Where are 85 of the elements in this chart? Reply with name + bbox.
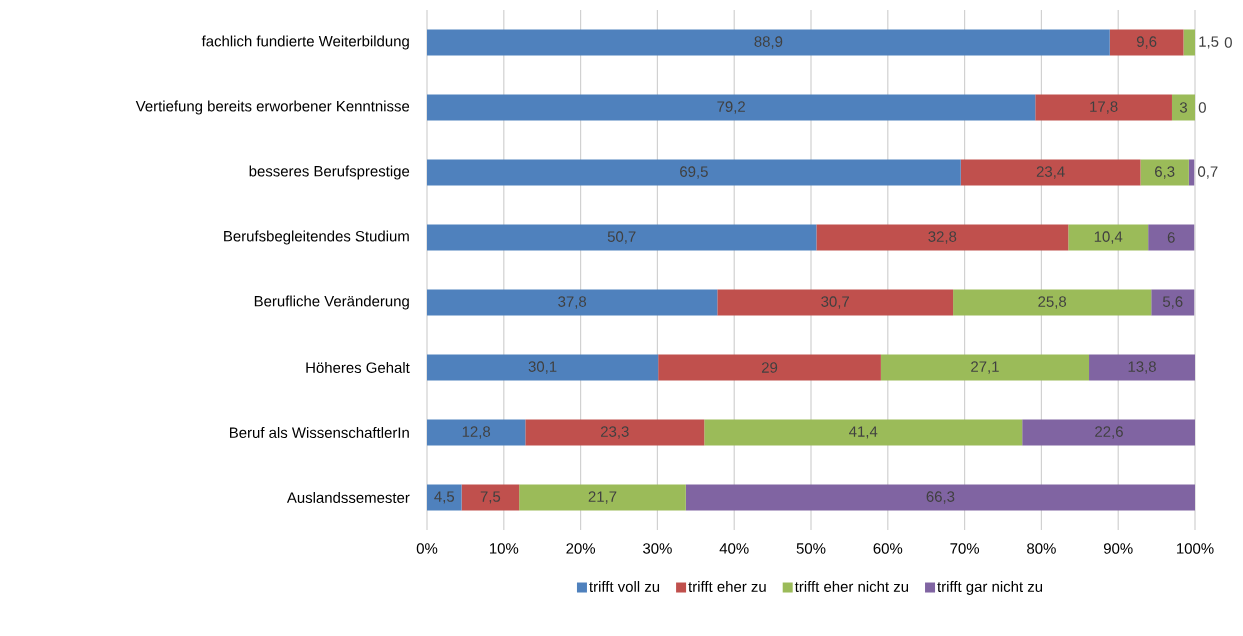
x-tick-label: 10% (489, 543, 519, 554)
bar (1183, 29, 1196, 56)
y-tick-label: fachlich fundierte Weiterbildung (201, 35, 409, 50)
data-label: 69,5 (680, 166, 708, 179)
data-label: 23,3 (601, 426, 629, 439)
bar (658, 354, 881, 381)
data-label: 6 (1167, 232, 1175, 243)
bar (1148, 224, 1195, 251)
bar (1140, 159, 1189, 186)
data-label: 27,1 (971, 361, 999, 374)
bar (427, 484, 462, 511)
data-label: 9,6 (1136, 36, 1157, 49)
bar (704, 419, 1023, 446)
data-label: 5,6 (1162, 296, 1183, 309)
legend-label: trifft voll zu (589, 580, 660, 592)
x-tick-label: 100% (1177, 543, 1214, 554)
data-label: 10,4 (1094, 231, 1123, 244)
x-tick-label: 90% (1103, 543, 1133, 554)
bar (685, 484, 1196, 511)
bar (427, 29, 1110, 56)
bar (461, 484, 520, 511)
bar (427, 159, 961, 186)
data-label: 29 (761, 362, 778, 373)
x-tick-label: 50% (796, 543, 826, 554)
y-tick-label: besseres Berufsprestige (249, 165, 410, 180)
x-tick-label: 20% (566, 543, 596, 554)
data-label: 12,8 (462, 426, 491, 439)
data-label: 37,8 (558, 296, 587, 309)
bar (519, 484, 686, 511)
bar (960, 159, 1141, 186)
bar (1171, 94, 1196, 121)
data-label: 41,4 (849, 426, 878, 439)
data-label: 79,2 (717, 101, 745, 114)
legend-label: trifft eher nicht zu (794, 580, 909, 592)
data-label: 0 (1224, 37, 1232, 48)
data-label: 1,5 (1199, 36, 1219, 49)
data-label: 30,1 (528, 361, 557, 374)
x-tick-label: 70% (950, 543, 980, 554)
x-tick-label: 60% (873, 543, 903, 554)
data-label: 7,5 (480, 491, 501, 504)
bar (1089, 354, 1196, 381)
data-label: 0,7 (1198, 166, 1218, 179)
data-label: 66,3 (926, 491, 955, 504)
bar (427, 289, 718, 316)
bar (717, 289, 954, 316)
x-tick-label: 40% (719, 543, 749, 554)
bar (816, 224, 1069, 251)
data-label: 21,7 (588, 491, 617, 504)
x-tick-label: 0% (416, 543, 438, 554)
bar (1022, 419, 1196, 446)
data-label: 30,7 (821, 296, 849, 309)
data-label: 32,8 (928, 231, 957, 244)
data-label: 4,5 (434, 491, 455, 504)
bar (953, 289, 1152, 316)
data-label: 17,8 (1090, 101, 1118, 114)
data-label: 50,7 (607, 231, 636, 244)
bar (1151, 289, 1195, 316)
y-tick-label: Auslandssemester (286, 492, 410, 503)
x-tick-label: 80% (1027, 543, 1056, 554)
bar (427, 224, 817, 251)
x-tick-label: 30% (643, 543, 672, 554)
bar (1109, 29, 1184, 56)
bar (1035, 94, 1172, 121)
y-tick-label: Höheres Gehalt (306, 362, 410, 373)
bar (525, 419, 705, 446)
legend-label: trifft eher zu (688, 580, 766, 592)
data-label: 23,4 (1036, 166, 1065, 179)
bar (427, 94, 1036, 121)
bar (1068, 224, 1149, 251)
data-label: 0 (1198, 102, 1206, 113)
y-tick-label: Berufsbegleitendes Studium (224, 230, 409, 245)
bar (427, 419, 526, 446)
bar (1188, 159, 1195, 186)
bar (427, 354, 659, 381)
data-label: 3 (1179, 102, 1187, 113)
data-label: 13,8 (1128, 361, 1156, 374)
data-label: 22,6 (1095, 426, 1123, 439)
bar (880, 354, 1090, 381)
data-label: 25,8 (1038, 296, 1067, 309)
y-tick-label: Vertiefung bereits erworbener Kenntnisse (135, 100, 410, 115)
legend-label: trifft gar nicht zu (937, 580, 1043, 595)
data-label: 6,3 (1155, 166, 1175, 179)
y-tick-label: Beruf als WissenschaftlerIn (229, 427, 409, 438)
data-label: 88,9 (754, 36, 783, 49)
y-tick-label: Berufliche Veränderung (254, 295, 409, 310)
